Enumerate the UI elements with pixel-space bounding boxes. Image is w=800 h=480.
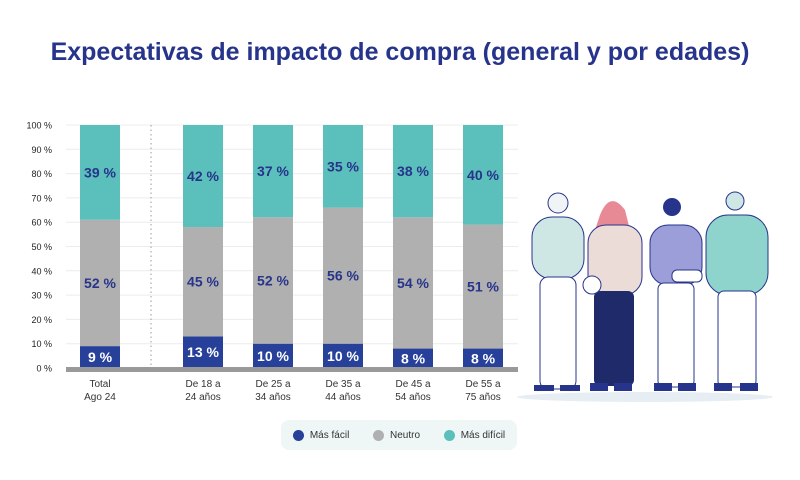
data-label: 35 %: [327, 158, 359, 174]
person-illustration: [582, 201, 643, 391]
bar-segment: [183, 125, 223, 228]
x-tick-label: 24 años: [185, 392, 221, 403]
bar-segment: [253, 343, 293, 368]
x-tick-label: 44 años: [325, 392, 361, 403]
legend: Más fácil Neutro Más difícil: [281, 420, 517, 450]
person-illustration: [649, 198, 703, 391]
x-axis-baseline: [66, 367, 518, 372]
person-illustration: [705, 191, 769, 391]
y-tick-label: 90 %: [31, 145, 52, 155]
bar-segment: [323, 125, 363, 208]
person-illustration: [531, 192, 585, 391]
x-tick-label: 75 años: [465, 392, 501, 403]
bar-segment: [323, 207, 363, 344]
legend-label: Neutro: [389, 429, 420, 441]
bar-segment: [80, 125, 120, 220]
bar-segment: [183, 227, 223, 337]
y-tick-label: 10 %: [31, 339, 52, 349]
data-label: 9 %: [88, 349, 113, 365]
bar-segment: [80, 219, 120, 347]
bar-segment: [80, 346, 120, 368]
x-tick-label: 34 años: [255, 392, 291, 403]
data-label: 38 %: [397, 163, 429, 179]
data-label: 45 %: [187, 274, 219, 290]
bar-segment: [253, 217, 293, 344]
legend-label: Más fácil: [309, 429, 350, 441]
legend-swatch: [292, 429, 304, 441]
x-tick-label: De 55 a: [465, 379, 500, 390]
x-tick-label: 54 años: [395, 392, 431, 403]
x-tick-label: Total: [89, 379, 110, 390]
bar-segment: [393, 348, 433, 368]
y-tick-label: 100 %: [26, 121, 52, 131]
data-label: 39 %: [84, 164, 116, 180]
data-label: 51 %: [467, 279, 499, 295]
data-label: 8 %: [401, 350, 426, 366]
y-tick-label: 20 %: [31, 315, 52, 325]
legend-item-mas-facil: Más fácil: [292, 429, 350, 441]
bar-segment: [463, 348, 503, 368]
y-tick-label: 70 %: [31, 193, 52, 203]
legend-swatch: [372, 429, 384, 441]
bar-segment: [183, 336, 223, 368]
data-label: 8 %: [471, 350, 496, 366]
legend-label: Más difícil: [460, 429, 506, 441]
y-tick-label: 60 %: [31, 218, 52, 228]
y-tick-label: 0 %: [36, 364, 52, 374]
legend-item-neutro: Neutro: [372, 429, 420, 441]
data-label: 52 %: [257, 273, 289, 289]
data-label: 42 %: [187, 168, 219, 184]
data-label: 40 %: [467, 167, 499, 183]
x-tick-label: De 25 a: [255, 379, 290, 390]
x-tick-label: De 35 a: [325, 379, 360, 390]
legend-swatch: [443, 429, 455, 441]
bar-segment: [323, 343, 363, 368]
x-tick-label: Ago 24: [84, 392, 116, 403]
x-tick-label: De 45 a: [395, 379, 430, 390]
bar-segment: [253, 125, 293, 218]
bar-segment: [463, 125, 503, 225]
legend-item-mas-dificil: Más difícil: [443, 429, 506, 441]
y-tick-label: 50 %: [31, 242, 52, 252]
bar-segment: [463, 224, 503, 349]
data-label: 54 %: [397, 275, 429, 291]
y-tick-label: 30 %: [31, 291, 52, 301]
people-illustration: [517, 191, 773, 402]
data-label: 56 %: [327, 268, 359, 284]
bar-segment: [393, 125, 433, 218]
y-tick-label: 40 %: [31, 266, 52, 276]
data-label: 10 %: [327, 348, 359, 364]
data-label: 52 %: [84, 275, 116, 291]
bar-segment: [393, 217, 433, 349]
x-tick-label: De 18 a: [185, 379, 220, 390]
data-label: 10 %: [257, 348, 289, 364]
y-tick-label: 80 %: [31, 169, 52, 179]
chart-title: Expectativas de impacto de compra (gener…: [50, 38, 750, 66]
data-label: 37 %: [257, 163, 289, 179]
stacked-bar-chart: 0 % 10 % 20 % 30 % 40 % 50 % 60 % 70 % 80 % 90 % 1…: [26, 121, 518, 403]
data-label: 13 %: [187, 344, 219, 360]
